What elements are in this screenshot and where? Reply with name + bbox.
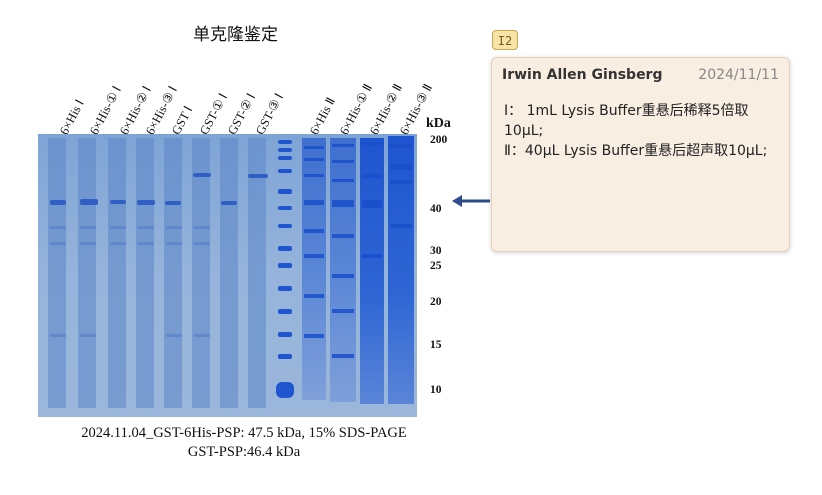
faint-bands bbox=[50, 226, 210, 337]
annotation-date: 2024/11/11 bbox=[698, 67, 779, 83]
lane-label: 6×His Ⅱ bbox=[306, 95, 339, 138]
annotation-line: Ⅱ：40μL Lysis Buffer重悬后超声取10μL; bbox=[504, 143, 768, 159]
caption-line-2: GST-PSP:46.4 kDa bbox=[187, 444, 301, 460]
gel-image bbox=[38, 134, 417, 417]
lane-label: 6×His Ⅰ bbox=[56, 97, 87, 138]
marker-ladder bbox=[276, 140, 294, 398]
figure-caption: 2024.11.04_GST-6His-PSP: 47.5 kDa, 15% S… bbox=[44, 424, 444, 462]
lanes-group-ii bbox=[302, 136, 414, 404]
marker-label: 200 bbox=[430, 134, 448, 146]
kda-axis-label: kDa bbox=[426, 116, 451, 131]
annotation-tag[interactable]: I2 bbox=[492, 30, 518, 50]
marker-label: 20 bbox=[430, 296, 442, 308]
figure-title: 单克隆鉴定 bbox=[193, 25, 278, 45]
annotation-body[interactable]: Ⅰ： 1mL Lysis Buffer重悬后稀释5倍取10μL; Ⅱ：40μL … bbox=[504, 101, 777, 161]
annotation-author: Irwin Allen Ginsberg bbox=[502, 67, 663, 83]
annotation-popup[interactable]: Irwin Allen Ginsberg 2024/11/11 Ⅰ： 1mL L… bbox=[491, 57, 790, 252]
marker-label: 30 bbox=[430, 245, 442, 257]
caption-line-1: 2024.11.04_GST-6His-PSP: 47.5 kDa, 15% S… bbox=[81, 425, 407, 441]
marker-label: 10 bbox=[430, 384, 442, 396]
target-bands bbox=[50, 173, 268, 205]
left-arrow-icon bbox=[452, 195, 490, 207]
marker-label: 15 bbox=[430, 339, 442, 351]
marker-label: 25 bbox=[430, 260, 442, 272]
annotation-line: Ⅰ： 1mL Lysis Buffer重悬后稀释5倍取10μL; bbox=[504, 103, 749, 139]
lane-label: GST Ⅰ bbox=[168, 103, 196, 138]
lanes-group-i bbox=[48, 138, 266, 408]
marker-label: 40 bbox=[430, 203, 442, 215]
